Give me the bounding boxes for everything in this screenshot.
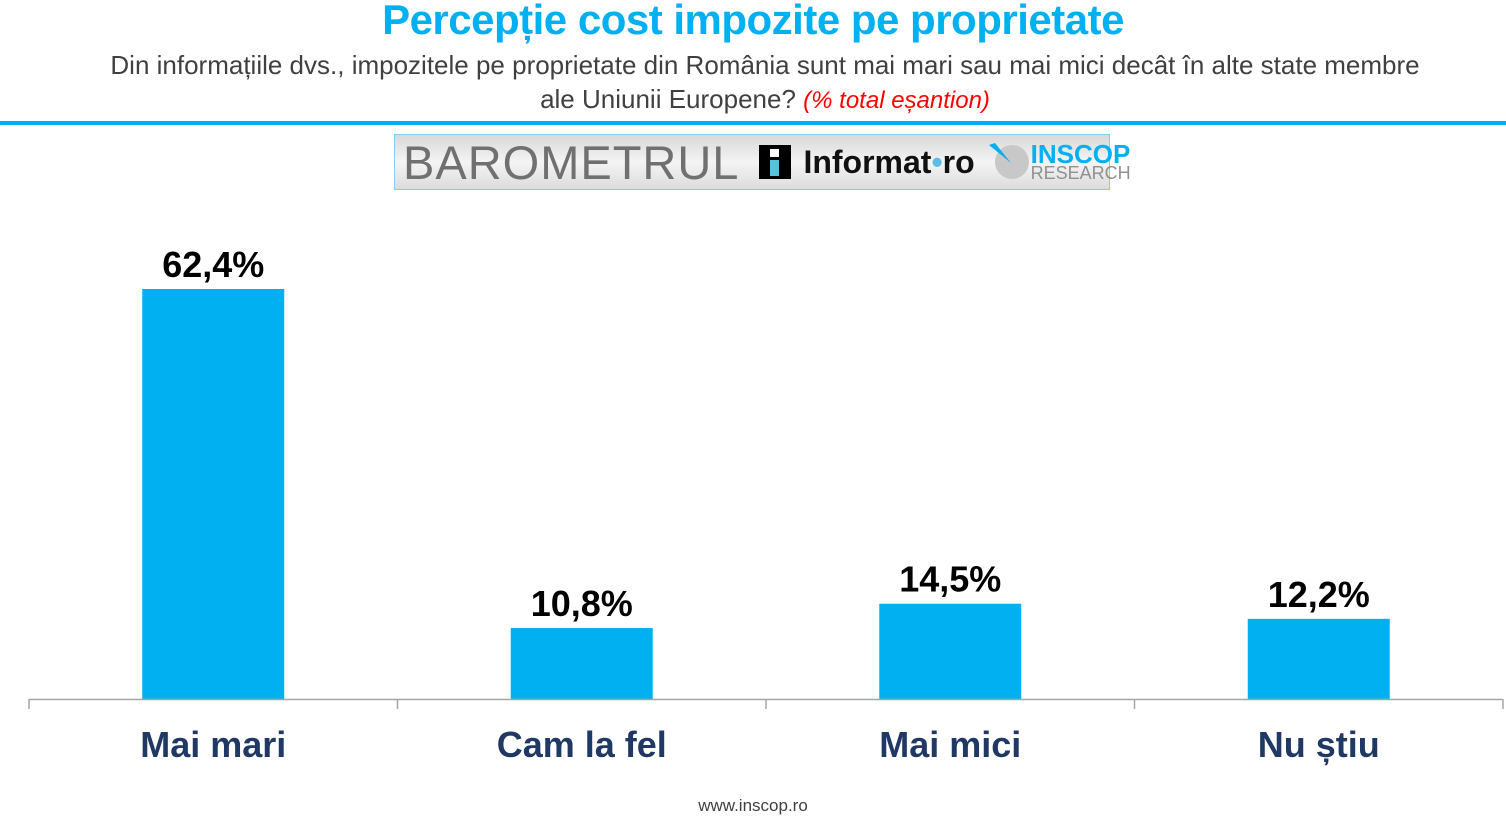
informat-logo-text: Informat•ro xyxy=(803,143,975,180)
chart-title: Percepție cost impozite pe proprietate xyxy=(382,0,1124,43)
informat-logo: Informat•ro xyxy=(759,143,975,181)
header-divider xyxy=(0,121,1506,125)
category-label: Nu știu xyxy=(1258,724,1380,765)
inscop-dial-icon xyxy=(988,143,1029,179)
bar xyxy=(142,289,285,699)
inscop-logo: INSCOP RESEARCH xyxy=(988,139,1131,183)
data-label: 62,4% xyxy=(162,244,264,285)
subtitle-question: Din informațiile dvs., impozitele pe pro… xyxy=(110,50,1420,114)
inscop-logo-text: INSCOP xyxy=(1030,139,1131,169)
bar xyxy=(1247,618,1390,699)
subtitle-note: (% total eșantion) xyxy=(803,87,990,114)
barometrul-logo-text: BAROMETRUL xyxy=(403,135,740,189)
bar xyxy=(510,628,653,699)
footer-url: www.inscop.ro xyxy=(698,796,808,815)
data-label: 10,8% xyxy=(531,583,633,624)
category-label: Mai mari xyxy=(140,724,286,765)
data-label: 14,5% xyxy=(899,559,1001,600)
data-label: 12,2% xyxy=(1268,574,1370,615)
informat-icon xyxy=(759,145,792,179)
chart-subtitle: Din informațiile dvs., impozitele pe pro… xyxy=(90,48,1440,118)
category-label: Mai mici xyxy=(879,724,1021,765)
research-logo-text: RESEARCH xyxy=(1030,163,1131,183)
sponsor-banner: BAROMETRUL Informat•ro INSCOP RESEARCH xyxy=(394,134,1131,190)
category-label: Cam la fel xyxy=(497,724,667,765)
bar xyxy=(879,603,1022,699)
